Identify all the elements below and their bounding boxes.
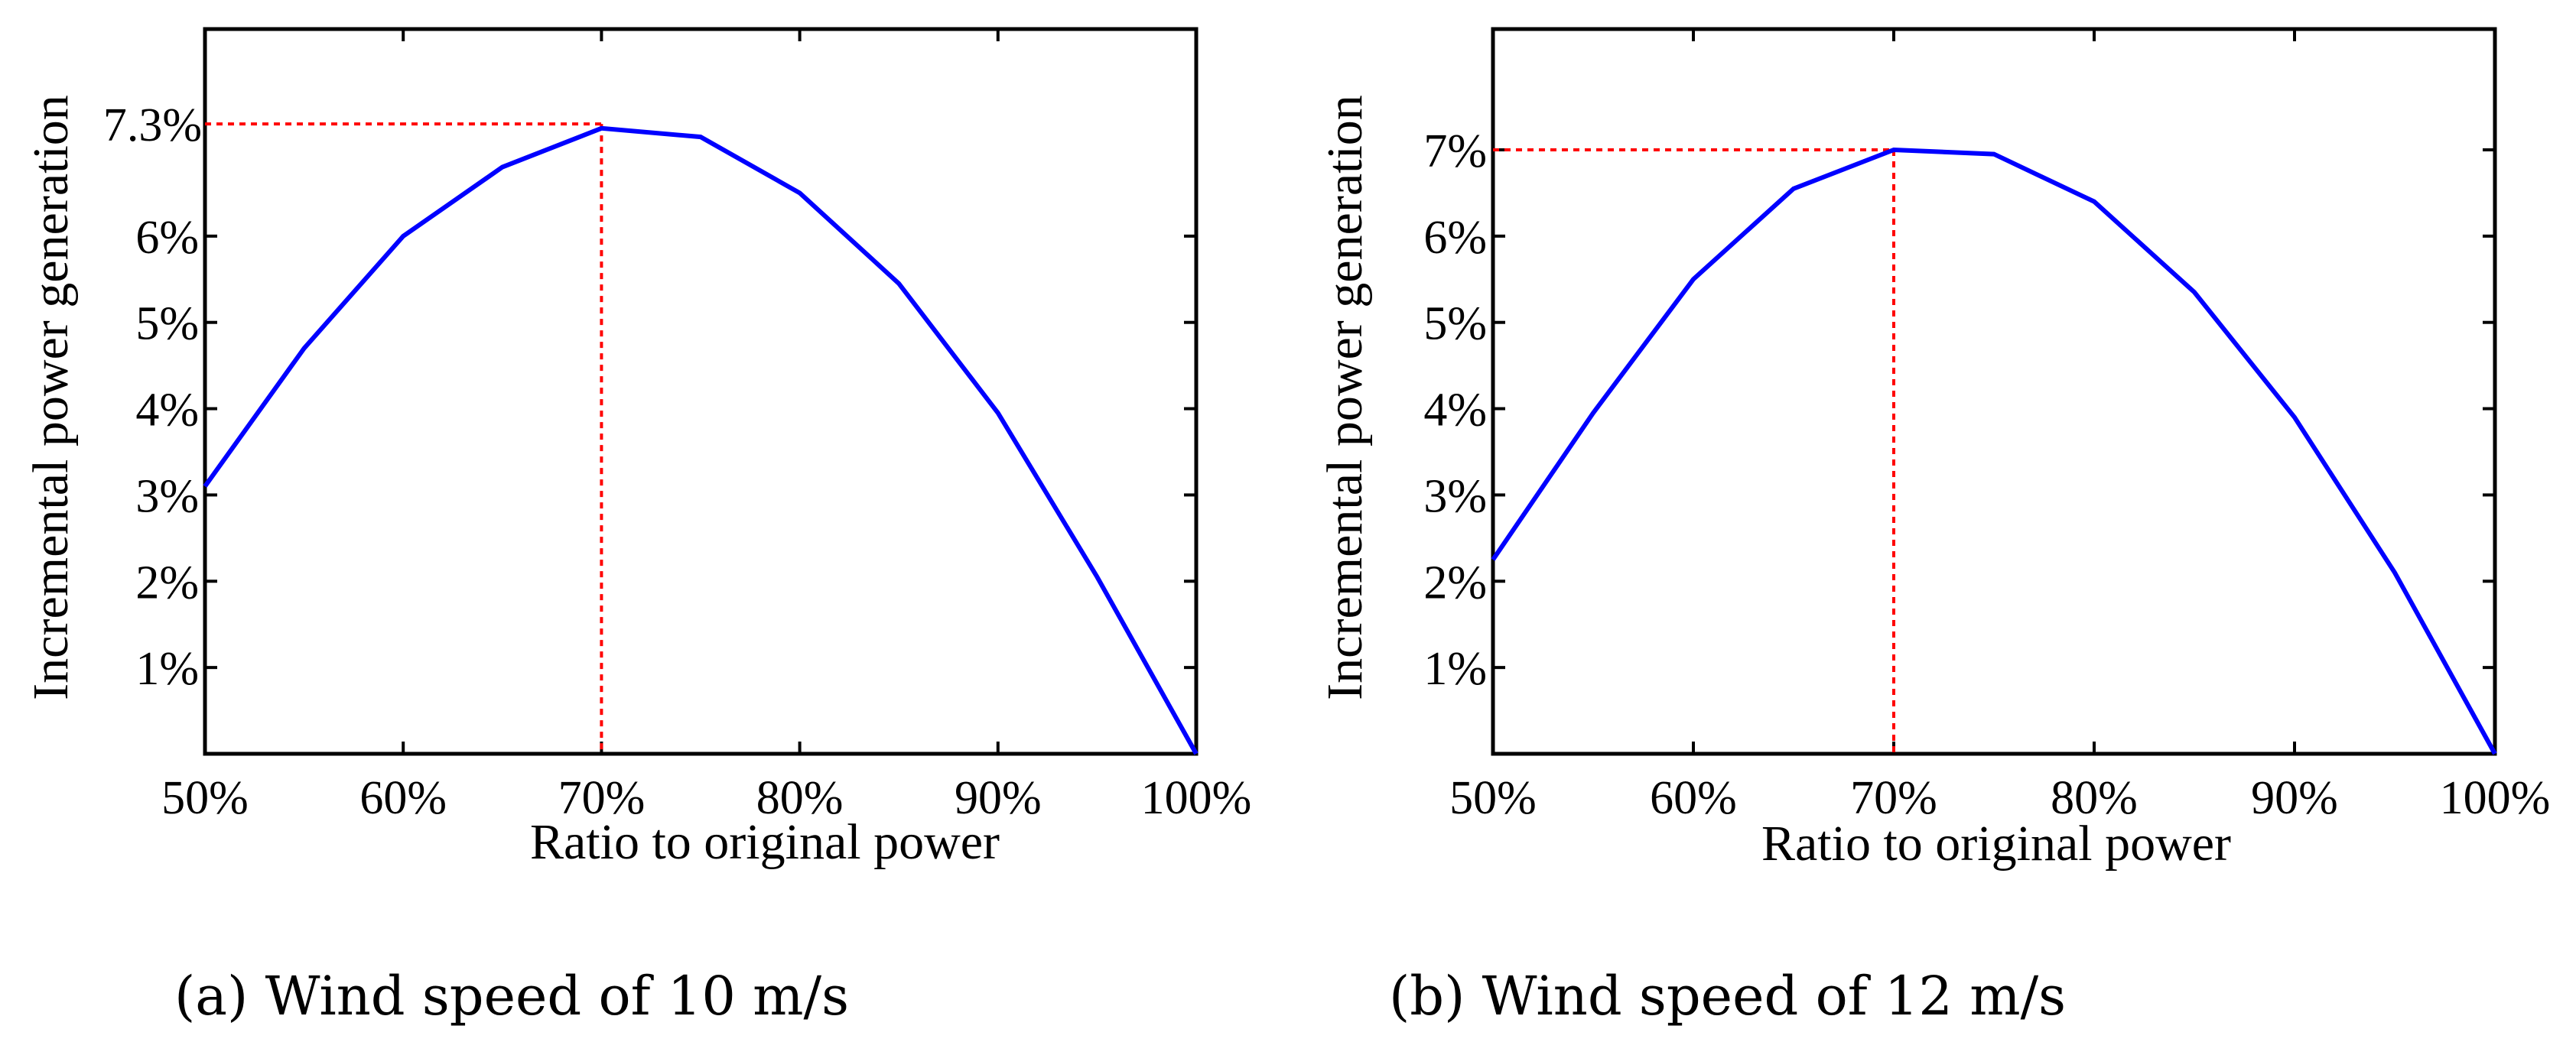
y-tick-label: 1% [1423, 643, 1487, 695]
x-tick-label: 50% [161, 772, 249, 824]
y-tick-label: 1% [135, 643, 199, 695]
x-tick-labels: 50% 60% 70% 80% 90% 100% [161, 772, 1251, 824]
x-tick-label: 70% [558, 772, 646, 824]
chart-caption: (b) Wind speed of 12 m/s [1389, 965, 2066, 1027]
y-tick-label: 2% [135, 557, 199, 609]
y-tick-label: 6% [1423, 212, 1487, 264]
x-tick-label: 90% [955, 772, 1042, 824]
chart-a: 50% 60% 70% 80% 90% 100% 1% 2% 3% 4% 5% 6% 7.3% Ra… [23, 27, 1251, 1027]
series-line [203, 125, 1199, 755]
series-group [203, 125, 1199, 755]
x-tick-label: 70% [1850, 772, 1937, 824]
x-tick-label: 80% [756, 772, 844, 824]
y-tick-label: 5% [1423, 298, 1487, 350]
chart-caption: (a) Wind speed of 10 m/s [174, 965, 849, 1027]
y-tick-labels: 1% 2% 3% 4% 5% 6% [135, 212, 199, 695]
y-tick-label: 4% [135, 385, 199, 437]
reference-lines [1493, 148, 1895, 754]
marker-label: 7.3% [103, 99, 202, 151]
x-tick-labels: 50% 60% 70% 80% 90% 100% [1449, 772, 2550, 824]
x-tick-label: 80% [2051, 772, 2138, 824]
x-tick-label: 60% [1650, 772, 1737, 824]
plot-frame [203, 27, 1199, 756]
y-tick-label: 3% [135, 470, 199, 522]
plot-frame [1491, 27, 2497, 756]
y-tick-label: 5% [135, 298, 199, 350]
x-axis-label: Ratio to original power [530, 814, 1000, 870]
axis-ticks [1493, 29, 2495, 754]
x-tick-label: 60% [359, 772, 447, 824]
y-axis-label: Incremental power generation [23, 95, 79, 700]
y-tick-label: 6% [135, 212, 199, 264]
y-axis-label: Incremental power generation [1317, 95, 1373, 700]
axis-ticks [205, 29, 1196, 754]
series-group [1491, 147, 2497, 755]
chart-b: 50% 60% 70% 80% 90% 100% 1% 2% 3% 4% 5% 6% 7% Ratio… [1317, 27, 2550, 1027]
x-tick-label: 100% [2440, 772, 2551, 824]
y-tick-label: 4% [1423, 385, 1487, 437]
x-tick-label: 100% [1141, 772, 1252, 824]
x-axis-label: Ratio to original power [1761, 816, 2231, 872]
y-tick-labels: 1% 2% 3% 4% 5% 6% 7% [1423, 125, 1487, 695]
y-tick-label: 2% [1423, 557, 1487, 609]
x-tick-label: 50% [1449, 772, 1537, 824]
x-tick-label: 90% [2251, 772, 2338, 824]
series-line [1491, 147, 2497, 755]
reference-lines [205, 122, 603, 754]
y-tick-label: 3% [1423, 470, 1487, 522]
y-tick-label: 7% [1423, 125, 1487, 177]
